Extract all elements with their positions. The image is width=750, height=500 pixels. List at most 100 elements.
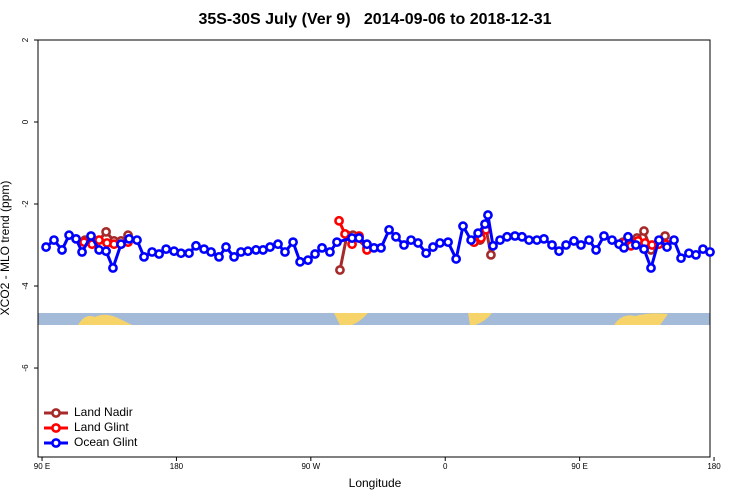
point (662, 242, 672, 252)
point (94, 235, 104, 245)
point (591, 245, 601, 255)
point (676, 253, 686, 264)
point (295, 256, 305, 267)
point (280, 247, 290, 257)
point (705, 247, 715, 257)
point (488, 240, 498, 251)
y-tick-label: 0 (21, 119, 30, 124)
point (539, 233, 549, 244)
point (101, 246, 111, 257)
point (399, 240, 409, 250)
point (639, 226, 649, 236)
point (340, 229, 350, 239)
point (554, 246, 564, 257)
point (443, 237, 453, 248)
point (71, 233, 81, 244)
point (413, 238, 423, 248)
y-tick-label: 2 (21, 37, 30, 42)
point (41, 242, 51, 252)
point (184, 248, 194, 259)
point (639, 244, 649, 255)
point (265, 242, 275, 252)
point (354, 233, 364, 243)
point (108, 263, 118, 273)
point (524, 235, 534, 245)
point (161, 244, 172, 255)
legend-label: Ocean Glint (74, 435, 138, 449)
y-tick-label: -4 (21, 282, 30, 290)
point (101, 226, 111, 237)
point (607, 235, 617, 245)
point (584, 235, 594, 245)
point (288, 237, 298, 248)
point (391, 231, 401, 242)
point (243, 246, 253, 257)
point (77, 247, 87, 257)
x-tick-label: 180 (170, 462, 184, 471)
x-tick-label: 90 E (34, 462, 50, 471)
point (335, 265, 345, 275)
y-axis-label: XCO2 - MLO trend (ppm) (0, 181, 12, 316)
point (576, 240, 586, 250)
point (191, 240, 201, 251)
point (362, 239, 372, 250)
x-tick-label: 0 (443, 462, 448, 471)
chart-title: 35S-30S July (Ver 9) 2014-09-06 to 2018-… (198, 11, 551, 28)
point (221, 242, 231, 252)
point (473, 228, 483, 239)
point (64, 230, 74, 241)
point (334, 215, 344, 226)
point (57, 245, 67, 255)
x-tick-label: 180 (707, 462, 721, 471)
point (317, 242, 327, 253)
point (599, 231, 609, 241)
map-strip (38, 313, 710, 325)
point (483, 210, 493, 220)
point (176, 248, 186, 259)
point (229, 252, 239, 262)
point (435, 238, 445, 248)
point (502, 231, 512, 242)
point (623, 231, 633, 242)
point (569, 236, 579, 246)
point (428, 242, 438, 252)
point (303, 255, 313, 266)
point (421, 248, 432, 259)
point (561, 240, 571, 250)
point (646, 263, 656, 273)
point (486, 249, 496, 260)
point (480, 219, 490, 230)
point (332, 237, 342, 248)
legend-label: Land Nadir (74, 405, 133, 419)
point (273, 239, 283, 250)
legend-marker (51, 423, 61, 433)
point (451, 254, 462, 264)
point (691, 249, 701, 260)
point (669, 235, 679, 245)
y-tick-label: -2 (21, 200, 30, 208)
point (116, 239, 126, 250)
point (466, 235, 476, 245)
point (214, 252, 224, 262)
x-tick-label: 90 W (301, 462, 320, 471)
point (49, 235, 59, 245)
legend-marker (51, 438, 61, 448)
point (619, 242, 629, 253)
point (206, 247, 216, 257)
x-axis-label: Longitude (349, 476, 402, 490)
x-tick-label: 90 E (571, 462, 587, 471)
point (376, 242, 386, 253)
point (132, 235, 142, 245)
point (124, 233, 134, 244)
point (325, 247, 335, 257)
point (547, 240, 557, 250)
point (631, 240, 641, 250)
point (139, 252, 149, 262)
point (458, 221, 468, 232)
point (384, 224, 394, 235)
point (86, 231, 96, 241)
legend-marker (51, 408, 61, 418)
legend-label: Land Glint (74, 420, 129, 434)
point (154, 249, 165, 259)
